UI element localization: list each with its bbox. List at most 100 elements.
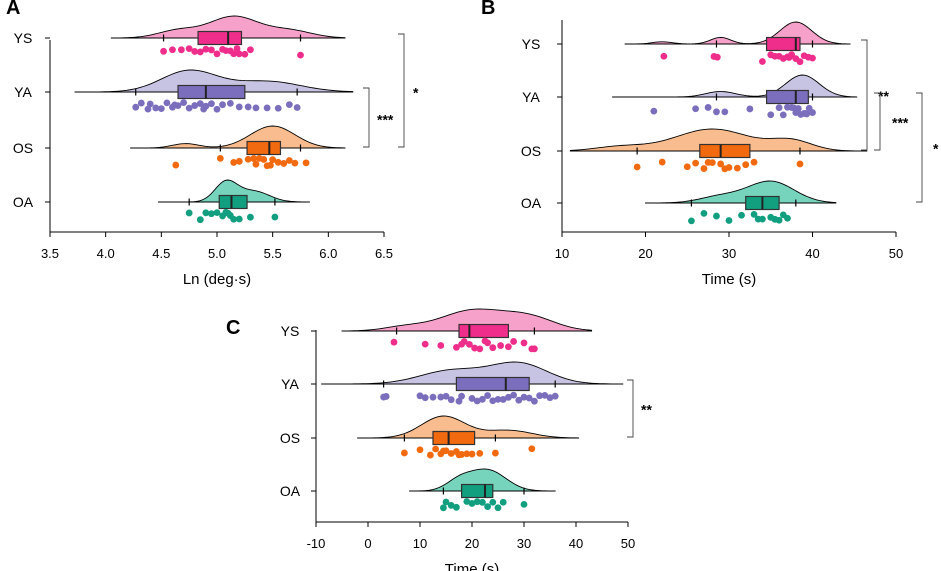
panel-a-point-ya	[163, 99, 171, 107]
panel-a-point-ya	[196, 100, 204, 108]
panel-a-point-oa	[230, 215, 238, 223]
panel-b-significance-bracket	[916, 92, 923, 203]
panel-b-point-ys	[759, 58, 766, 65]
panel-b-point-ya	[650, 107, 658, 115]
panel-b-point-os	[717, 160, 725, 168]
panel-a-category-label-ya: YA	[14, 84, 32, 100]
panel-c-point-ys	[390, 338, 398, 346]
panel-b-box-os	[699, 143, 751, 159]
panel-a-point-ya	[132, 103, 140, 111]
panel-b-point-ya	[713, 108, 720, 116]
panel-b-significance-label: ***	[892, 115, 909, 131]
panel-c-box-oa	[461, 483, 494, 499]
panel-b-point-os	[633, 163, 641, 171]
panel-c-point-oa	[440, 504, 447, 512]
panel-b-box-ys	[765, 36, 801, 52]
panel-a-x-tick-label: 6.0	[319, 246, 337, 261]
panel-a-point-ya	[235, 103, 243, 111]
panel-label-a: A	[6, 0, 20, 19]
panel-c-point-ya	[541, 391, 549, 399]
panel-c-point-ya	[536, 392, 543, 400]
panel-a-x-tick-label: 5.5	[264, 246, 282, 261]
panel-a-point-ya	[171, 101, 179, 109]
panel-c-point-ya	[551, 392, 559, 400]
panel-c-point-os	[447, 450, 455, 457]
panel-a-point-ya	[252, 104, 260, 112]
panel-a-x-tick-label: 3.5	[41, 246, 59, 261]
panel-c-density-ya	[321, 361, 624, 385]
panel-c-point-ys	[489, 344, 497, 352]
panel-c-point-ya	[484, 392, 491, 399]
panel-a-point-ya	[185, 104, 193, 112]
panel-c-point-os	[476, 449, 484, 457]
panel-b-x-tick-label: 20	[638, 246, 652, 261]
panel-a-point-ya	[137, 99, 145, 107]
panel-b-point-os	[658, 158, 666, 166]
panel-b-x-tick-label: 30	[722, 246, 736, 261]
panel-c-point-ya	[437, 393, 445, 401]
panel-c-x-axis-label: Time (s)	[445, 561, 499, 571]
panel-b-point-ya	[746, 105, 754, 113]
panel-c-significance-label: **	[641, 402, 652, 418]
panel-b-x-tick-label: 40	[805, 246, 819, 261]
panel-b-point-ys	[660, 52, 668, 60]
panel-label-c: C	[226, 317, 240, 339]
panel-b-point-ys	[785, 54, 793, 61]
panel-b-point-ys	[796, 58, 804, 66]
panel-c-point-ys	[505, 343, 512, 351]
panel-c-box-ya	[455, 376, 530, 392]
panel-b-category-label-os: OS	[521, 143, 541, 159]
panel-c-point-ys	[484, 339, 491, 347]
panel-c-point-oa	[494, 504, 502, 512]
panel-c-chart: -10 0 10 20 30 40 50 Time (s) YS YA OS OA **	[280, 308, 652, 571]
panel-c-point-os	[432, 445, 439, 453]
panel-c-point-oa	[463, 498, 471, 505]
panel-a-point-os	[235, 157, 243, 165]
panel-c-point-ya	[494, 395, 502, 403]
panel-a-point-ys	[160, 47, 167, 55]
panel-b-point-oa	[784, 214, 791, 222]
panel-b-point-oa	[700, 209, 708, 217]
panel-c-box-os	[432, 430, 476, 446]
panel-b-point-oa	[750, 210, 758, 218]
panel-c-point-oa	[468, 500, 476, 507]
panel-c-density-os	[357, 415, 580, 439]
panel-c-point-os	[427, 451, 434, 459]
panel-c-point-ya	[455, 397, 463, 405]
panel-b-x-tick-label: 10	[555, 246, 569, 261]
panel-b-x-axis-label: Time (s)	[702, 271, 756, 288]
panel-a-density-ya	[74, 69, 354, 93]
panel-a-point-os	[269, 156, 277, 164]
panel-a-point-oa	[235, 215, 243, 223]
panel-b-point-oa	[688, 217, 695, 225]
panel-b-box-ya	[765, 89, 809, 105]
panel-b-point-ys	[713, 53, 721, 61]
panel-b-point-ya	[779, 111, 787, 119]
panel-a-x-tick-label: 4.0	[97, 246, 115, 261]
panel-label-b: B	[481, 0, 495, 19]
panel-c-point-ya	[510, 391, 517, 399]
panel-c-point-ys	[453, 343, 460, 351]
panel-a-box-ys	[197, 30, 243, 46]
panel-b-point-ya	[704, 104, 712, 111]
panel-a-point-ya	[146, 100, 154, 108]
panel-b-significance-bracket	[874, 92, 881, 151]
panel-a-point-os	[274, 158, 282, 166]
panel-a-x-tick-label: 6.5	[375, 246, 393, 261]
panel-a-point-ya	[213, 105, 221, 113]
panel-a-point-ya	[180, 99, 188, 106]
panel-b-point-oa	[713, 212, 720, 220]
panel-c-point-ya	[458, 392, 465, 400]
panel-b-significance-label: **	[878, 88, 889, 104]
panel-c-point-ys	[466, 340, 473, 348]
panel-c-category-label-oa: OA	[280, 483, 301, 499]
panel-a-point-ys	[177, 46, 185, 54]
panel-b-point-oa	[754, 215, 762, 223]
panel-c-point-ys	[497, 342, 504, 349]
panel-c-point-ya	[531, 397, 538, 405]
panel-a-point-ya	[263, 104, 271, 112]
panel-a-point-ys	[202, 45, 210, 53]
panel-c-x-tick-label: 20	[465, 536, 479, 551]
panel-c-point-os	[401, 449, 408, 457]
